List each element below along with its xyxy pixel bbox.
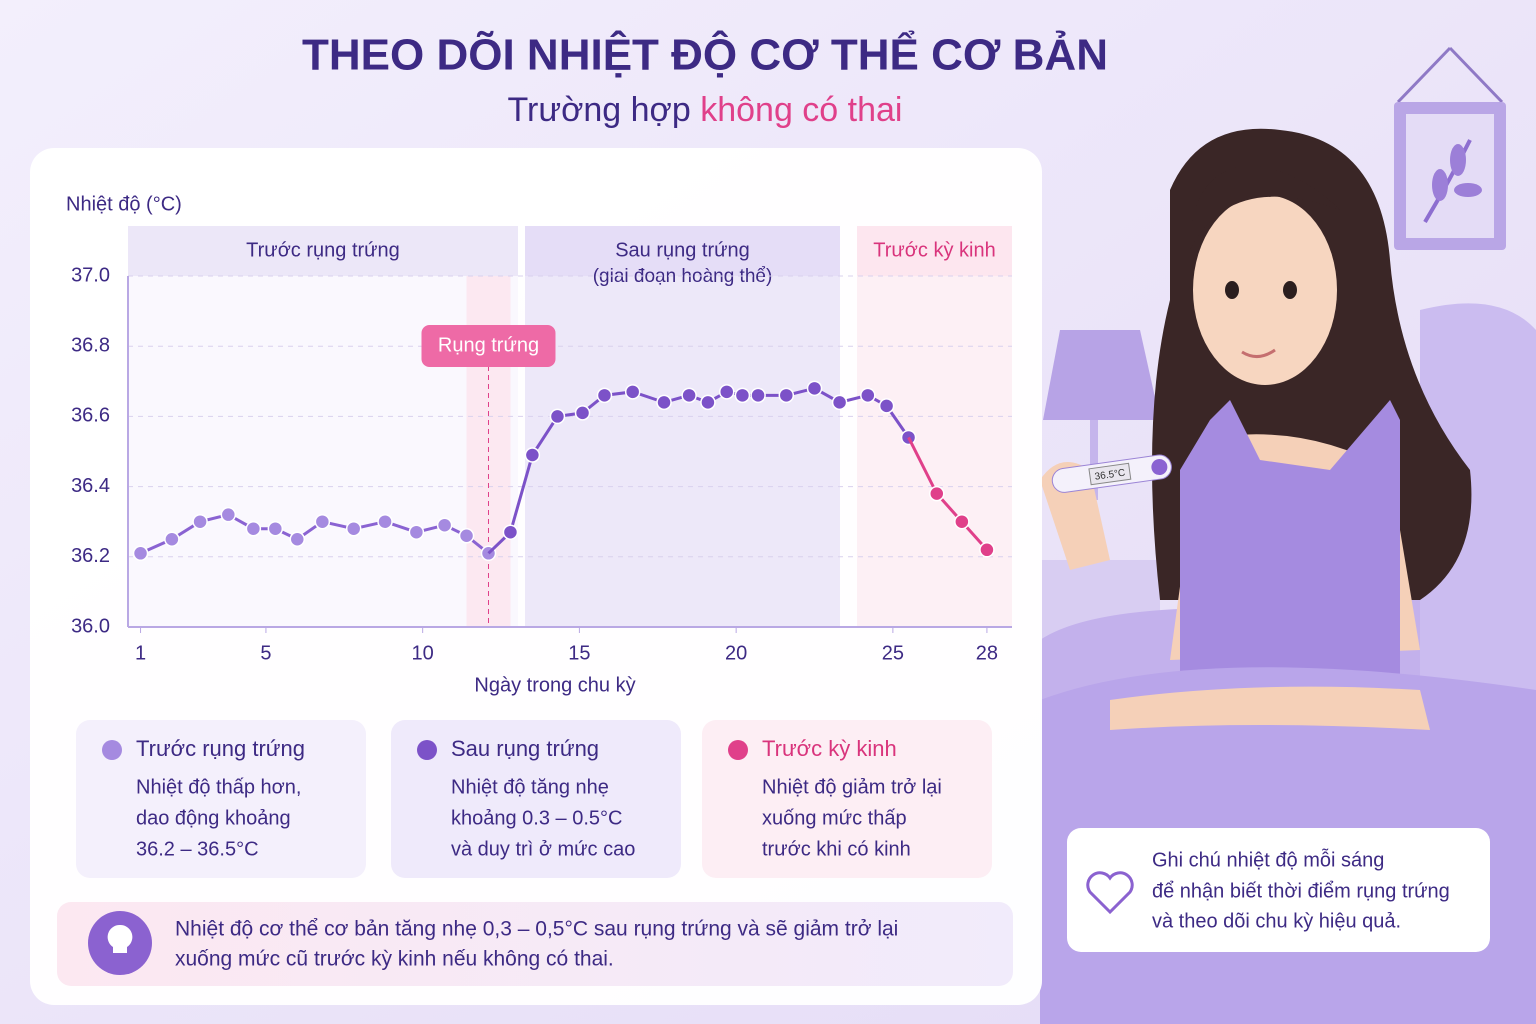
data-point: [778, 387, 795, 404]
legend-dot: [102, 740, 122, 760]
y-axis-label: Nhiệt độ (°C): [66, 193, 182, 215]
legend-description: xuống mức thấp: [762, 807, 907, 829]
heart-icon: [1086, 871, 1134, 915]
data-point: [524, 447, 541, 463]
phase-label: Sau rụng trứng: [615, 239, 750, 261]
phase-sublabel: (giai đoạn hoàng thể): [593, 266, 773, 287]
tip-text: Nhiệt độ cơ thể cơ bản tăng nhẹ 0,3 – 0,…: [175, 918, 898, 941]
subtitle-highlight: không có thai: [700, 91, 902, 129]
x-tick-label: 1: [135, 642, 146, 664]
legend-card: [702, 720, 992, 878]
data-point: [574, 405, 591, 421]
legend-description: dao động khoảng: [136, 807, 291, 829]
data-point: [377, 513, 393, 530]
chart: Trước rụng trứng Sau rụng trứng (giai đoạn…: [71, 226, 1012, 878]
data-point: [220, 506, 237, 523]
y-tick-label: 36.6: [71, 405, 110, 427]
x-axis-label: Ngày trong chu kỳ: [474, 674, 635, 696]
x-tick-label: 25: [882, 642, 904, 664]
data-point: [164, 531, 180, 547]
legend-dot: [417, 740, 437, 760]
data-point: [860, 387, 876, 404]
data-point: [734, 387, 751, 404]
tip-box: [57, 902, 1013, 986]
legend-title: Sau rụng trứng: [451, 736, 599, 761]
subtitle: Trường hợp không có thai: [508, 91, 903, 129]
data-point: [245, 520, 262, 537]
data-point: [700, 394, 716, 411]
y-tick-label: 36.2: [71, 545, 110, 567]
y-tick-label: 36.8: [71, 334, 110, 356]
legend-description: Nhiệt độ giảm trở lại: [762, 776, 942, 798]
data-point: [831, 394, 848, 411]
data-point: [806, 380, 823, 397]
legend-description: 36.2 – 36.5°C: [136, 838, 259, 860]
phase-label: Trước kỳ kinh: [873, 239, 995, 261]
legend-title: Trước rụng trứng: [136, 736, 305, 761]
data-point: [718, 384, 735, 400]
data-point: [596, 387, 613, 404]
data-point: [549, 408, 566, 425]
ovulation-label: Rụng trứng: [438, 334, 539, 356]
legend-description: và duy trì ở mức cao: [451, 838, 635, 860]
data-point: [192, 513, 208, 530]
phase-label: Trước rụng trứng: [246, 239, 400, 261]
x-tick-label: 5: [260, 642, 271, 664]
ovulation-tag: [421, 325, 556, 367]
y-tick-label: 37.0: [71, 264, 110, 286]
data-point: [681, 387, 697, 404]
data-point: [267, 520, 284, 537]
x-tick-label: 28: [976, 642, 998, 664]
phase-header: [857, 226, 1012, 276]
y-tick-label: 36.0: [71, 615, 110, 637]
x-tick-label: 20: [725, 642, 747, 664]
note-text: để nhận biết thời điểm rụng trứng: [1152, 880, 1450, 902]
phase-header: [128, 226, 518, 276]
phase-band: [857, 276, 1012, 627]
tip-text: xuống mức cũ trước kỳ kinh nếu không có …: [175, 948, 614, 971]
legend-card: [391, 720, 681, 878]
legend-description: Nhiệt độ thấp hơn,: [136, 776, 301, 798]
legend-description: trước khi có kinh: [762, 838, 911, 860]
legend-title: Trước kỳ kinh: [762, 736, 897, 761]
note-text: và theo dõi chu kỳ hiệu quả.: [1152, 910, 1401, 932]
note-box: [1067, 828, 1490, 952]
data-point: [502, 524, 519, 540]
data-point: [314, 513, 331, 530]
data-point: [458, 527, 475, 544]
title: THEO DÕI NHIỆT ĐỘ CƠ THỂ CƠ BẢN: [302, 29, 1108, 80]
connector: [907, 436, 939, 495]
data-point: [750, 387, 766, 404]
data-point: [954, 513, 970, 530]
data-point: [624, 384, 641, 400]
x-tick-label: 10: [412, 642, 434, 664]
data-point: [929, 485, 945, 502]
thermometer-reading: 36.5°C: [1094, 468, 1126, 483]
phase-header: [525, 226, 840, 276]
x-tick-label: 15: [568, 642, 590, 664]
data-point: [408, 524, 425, 540]
data-point: [132, 545, 149, 562]
data-point: [979, 542, 995, 558]
data-point: [289, 531, 306, 547]
legend-card: [76, 720, 366, 878]
subtitle-text: Trường hợp: [508, 91, 691, 129]
data-point: [436, 517, 453, 533]
data-point: [345, 520, 362, 537]
data-point: [656, 394, 672, 411]
data-point: [878, 398, 895, 414]
legend-description: Nhiệt độ tăng nhẹ: [451, 776, 609, 798]
y-tick-label: 36.4: [71, 475, 110, 497]
legend-dot: [728, 740, 748, 760]
phase-band: [525, 276, 840, 627]
note-text: Ghi chú nhiệt độ mỗi sáng: [1152, 848, 1384, 871]
legend-description: khoảng 0.3 – 0.5°C: [451, 807, 622, 829]
